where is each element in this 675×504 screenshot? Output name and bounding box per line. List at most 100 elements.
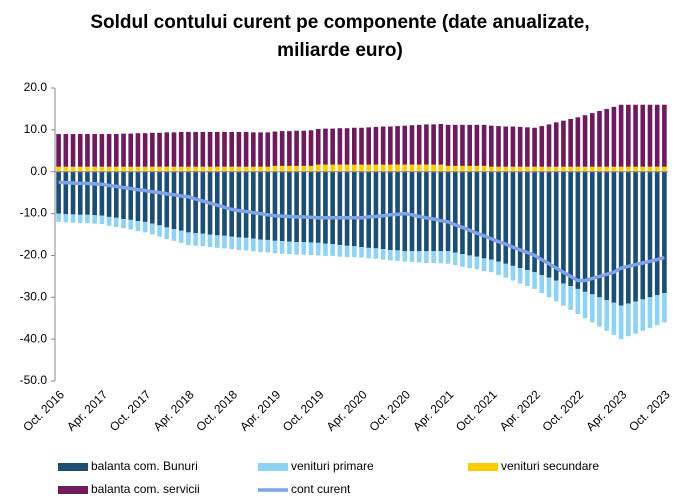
bar [236, 237, 242, 250]
bar [467, 124, 472, 166]
bar [301, 242, 307, 255]
bar [582, 291, 588, 319]
legend-label: balanta com. Bunuri [91, 459, 198, 473]
bar [56, 166, 61, 172]
bar [56, 213, 61, 222]
bar [157, 166, 162, 172]
bar [135, 221, 141, 232]
y-tick-label: 10.0 [24, 122, 48, 136]
bar [142, 221, 148, 233]
bar [489, 259, 494, 273]
bar [561, 283, 566, 306]
bar [308, 165, 314, 172]
bar [63, 171, 69, 214]
bar [618, 305, 624, 340]
bar [582, 115, 588, 167]
bar [510, 171, 516, 266]
bar [452, 124, 458, 166]
bar [611, 166, 617, 172]
bar [330, 164, 335, 172]
bar [654, 171, 660, 296]
bar [236, 166, 242, 172]
bar [85, 166, 90, 172]
bar [128, 219, 134, 230]
bar [633, 301, 638, 334]
bar [366, 171, 372, 248]
bar [323, 171, 328, 244]
bar [380, 126, 386, 165]
bar [142, 166, 148, 172]
bar [272, 171, 278, 241]
y-tick-label: 0.0 [30, 164, 47, 178]
bar [265, 166, 271, 172]
bar [640, 299, 646, 331]
bar [553, 122, 559, 167]
bar [222, 171, 227, 236]
legend-label: cont curent [291, 482, 351, 496]
bar [626, 104, 631, 167]
bar [193, 166, 198, 172]
bar [56, 171, 61, 214]
bar [193, 233, 198, 246]
bar [388, 164, 393, 172]
bar [308, 130, 314, 166]
bar [402, 164, 408, 172]
bar [308, 242, 314, 256]
bar [373, 171, 379, 249]
bar [589, 171, 595, 295]
bar [647, 297, 653, 328]
bar [279, 165, 285, 172]
bar [640, 171, 646, 300]
bar [294, 171, 299, 243]
bar [575, 166, 581, 172]
bar [402, 251, 408, 262]
bar [258, 166, 263, 172]
bar [214, 235, 220, 248]
bar [70, 134, 76, 167]
bar [251, 132, 256, 167]
bar [481, 258, 487, 271]
y-tick-label: -20.0 [20, 248, 48, 262]
x-tick-label: Apr. 2021 [410, 387, 456, 433]
bar [113, 134, 119, 167]
bar [323, 128, 328, 165]
bar [467, 165, 472, 172]
bar [236, 171, 242, 238]
bar [222, 235, 227, 249]
bar [272, 131, 278, 166]
bar [85, 171, 90, 215]
x-tick-label: Oct. 2017 [107, 387, 154, 434]
bar [467, 171, 472, 256]
bar [344, 245, 350, 258]
y-tick-label: -10.0 [20, 206, 48, 220]
bar [150, 223, 155, 235]
legend-swatch [58, 486, 88, 494]
bar [178, 230, 184, 243]
bar [481, 124, 487, 166]
bar [445, 124, 451, 166]
bar [99, 171, 105, 216]
bar [113, 166, 119, 172]
bar [452, 165, 458, 172]
bar [597, 111, 602, 167]
bar [121, 166, 126, 172]
bar [287, 131, 292, 166]
bar [121, 133, 126, 167]
bar [662, 166, 667, 172]
bar [164, 132, 170, 167]
bar [388, 249, 393, 261]
bar [395, 126, 400, 165]
bar [633, 171, 638, 302]
bar [92, 215, 97, 224]
bar [279, 171, 285, 242]
bar [546, 171, 552, 278]
bar [63, 134, 69, 167]
bar [178, 166, 184, 172]
bar [337, 244, 343, 257]
bar [351, 127, 357, 165]
bar [431, 251, 436, 263]
bar [171, 229, 177, 241]
bar [525, 270, 530, 286]
bar [265, 132, 271, 167]
